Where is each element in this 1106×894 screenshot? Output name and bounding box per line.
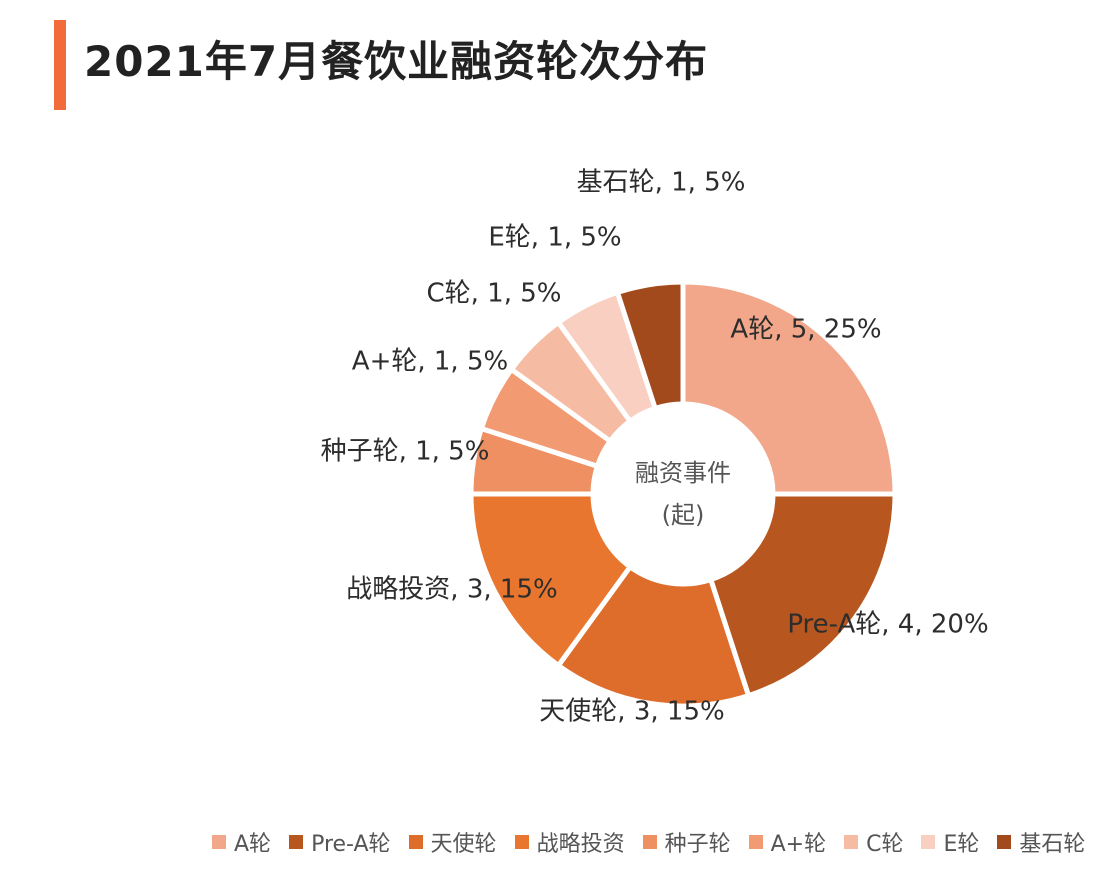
legend-item: C轮 bbox=[844, 826, 903, 858]
donut-chart: A轮, 5, 25% Pre-A轮, 4, 20% 天使轮, 3, 15% 战略投资,… bbox=[321, 168, 989, 727]
legend-swatch bbox=[997, 835, 1012, 849]
legend-label: A+轮 bbox=[770, 832, 827, 857]
legend-label: 基石轮 bbox=[1019, 832, 1086, 857]
legend-swatch bbox=[408, 835, 423, 849]
slice-data-label: A轮, 5, 25% bbox=[730, 315, 881, 345]
legend-swatch bbox=[642, 835, 657, 849]
legend-swatch bbox=[514, 835, 529, 849]
slice-data-label: A+轮, 1, 5% bbox=[352, 347, 508, 377]
legend-swatch bbox=[289, 835, 304, 849]
center-label: (起) bbox=[662, 501, 705, 529]
donut-slice bbox=[468, 491, 634, 670]
legend-swatch bbox=[844, 835, 859, 849]
slice-data-label: Pre-A轮, 4, 20% bbox=[787, 610, 988, 640]
donut-slice bbox=[680, 279, 898, 497]
legend-label: 天使轮 bbox=[430, 832, 497, 857]
legend-item: 战略投资 bbox=[514, 826, 625, 858]
slice-data-label: 战略投资, 3, 15% bbox=[346, 575, 557, 605]
legend-label: E轮 bbox=[943, 832, 980, 857]
legend-label: C轮 bbox=[866, 832, 904, 857]
legend-label: Pre-A轮 bbox=[311, 832, 391, 857]
legend-item: A+轮 bbox=[748, 826, 827, 858]
slice-data-label: 种子轮, 1, 5% bbox=[321, 437, 490, 467]
legend-item: 种子轮 bbox=[642, 826, 731, 858]
legend-label: 战略投资 bbox=[536, 832, 625, 857]
legend-swatch bbox=[748, 835, 763, 849]
legend-item: A轮 bbox=[212, 826, 271, 858]
title-accent-bar bbox=[54, 20, 66, 110]
chart-legend: A轮 Pre-A轮 天使轮 战略投资 种子轮 A+轮 C轮 E轮 基石轮 bbox=[212, 826, 1103, 858]
legend-item: Pre-A轮 bbox=[289, 826, 391, 858]
slice-data-label: 基石轮, 1, 5% bbox=[577, 168, 746, 198]
legend-item: 天使轮 bbox=[408, 826, 497, 858]
donut-slice bbox=[614, 279, 686, 412]
legend-item: 基石轮 bbox=[997, 826, 1085, 858]
slice-data-label: 天使轮, 3, 15% bbox=[539, 697, 724, 727]
legend-label: A轮 bbox=[234, 832, 272, 857]
slice-data-label: C轮, 1, 5% bbox=[426, 279, 561, 309]
legend-swatch bbox=[212, 835, 226, 849]
legend-item: E轮 bbox=[921, 826, 979, 858]
legend-label: 种子轮 bbox=[664, 832, 731, 857]
slice-data-label: E轮, 1, 5% bbox=[488, 223, 621, 253]
donut-slice bbox=[707, 491, 898, 699]
legend-swatch bbox=[921, 835, 936, 849]
center-label: 融资事件 bbox=[635, 459, 731, 487]
chart-title: 2021年7月餐饮业融资轮次分布 bbox=[84, 37, 709, 86]
